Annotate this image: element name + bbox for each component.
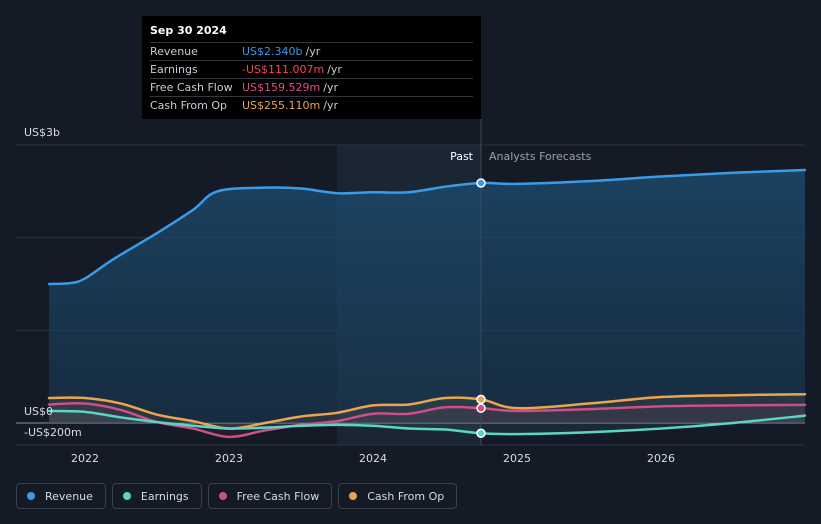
legend-item-revenue[interactable]: Revenue [16, 483, 106, 509]
tooltip-value: -US$111.007m [242, 63, 325, 76]
tooltip-unit: /yr [327, 63, 342, 76]
revenue-area [49, 170, 805, 423]
x-tick-label: 2025 [503, 452, 531, 465]
cash-from-op-marker [476, 394, 486, 405]
legend-label: Cash From Op [367, 489, 445, 503]
cash-from-op-line [47, 393, 807, 430]
legend-dot-icon [122, 492, 131, 500]
legend-label: Revenue [45, 489, 93, 503]
earnings-line [47, 409, 807, 436]
legend-label: Earnings [140, 489, 189, 503]
tooltip-row: Revenue US$2.340b/yr [150, 42, 473, 60]
legend-item-cash-from-op[interactable]: Cash From Op [338, 483, 458, 509]
legend-item-free-cash-flow[interactable]: Free Cash Flow [207, 483, 333, 509]
legend: Revenue Earnings Free Cash Flow Cash From O… [16, 483, 458, 509]
earnings-marker [476, 428, 486, 439]
x-tick-label: 2022 [71, 452, 99, 465]
tooltip-value: US$2.340b [242, 45, 303, 58]
tooltip-unit: /yr [323, 99, 338, 112]
x-tick-label: 2024 [359, 452, 387, 465]
tooltip-unit: /yr [323, 81, 338, 94]
revenue-marker [476, 178, 486, 188]
tooltip-row: Earnings -US$111.007m/yr [150, 60, 473, 78]
tooltip-label: Earnings [150, 63, 198, 76]
tooltip-label: Cash From Op [150, 99, 228, 112]
tooltip-date: Sep 30 2024 [150, 24, 227, 37]
legend-label: Free Cash Flow [236, 489, 320, 503]
legend-dot-icon [27, 492, 35, 500]
tooltip-unit: /yr [305, 45, 321, 58]
tooltip-label: Free Cash Flow [150, 81, 233, 94]
tooltip-label: Revenue [150, 45, 198, 58]
y-tick-label: -US$200m [24, 426, 82, 439]
tooltip-row: Cash From Op US$255.110m/yr [150, 96, 473, 114]
legend-item-earnings[interactable]: Earnings [111, 483, 202, 509]
x-tick-label: 2023 [215, 452, 243, 465]
tooltip-row: Free Cash Flow US$159.529m/yr [150, 78, 473, 96]
legend-dot-icon [349, 492, 358, 500]
y-tick-label: US$3b [24, 126, 60, 139]
x-tick-label: 2026 [647, 452, 675, 465]
legend-dot-icon [218, 492, 227, 500]
tooltip: Sep 30 2024 Revenue US$2.340b/yr Earnings -… [142, 16, 481, 119]
tooltip-value: US$159.529m [242, 81, 321, 94]
revenue-line [47, 168, 807, 286]
forecast-label: Analysts Forecasts [489, 150, 592, 163]
free-cash-flow-marker [476, 403, 486, 413]
past-label: Past [450, 150, 474, 163]
tooltip-value: US$255.110m [242, 99, 321, 112]
y-tick-label: US$0 [24, 405, 53, 418]
